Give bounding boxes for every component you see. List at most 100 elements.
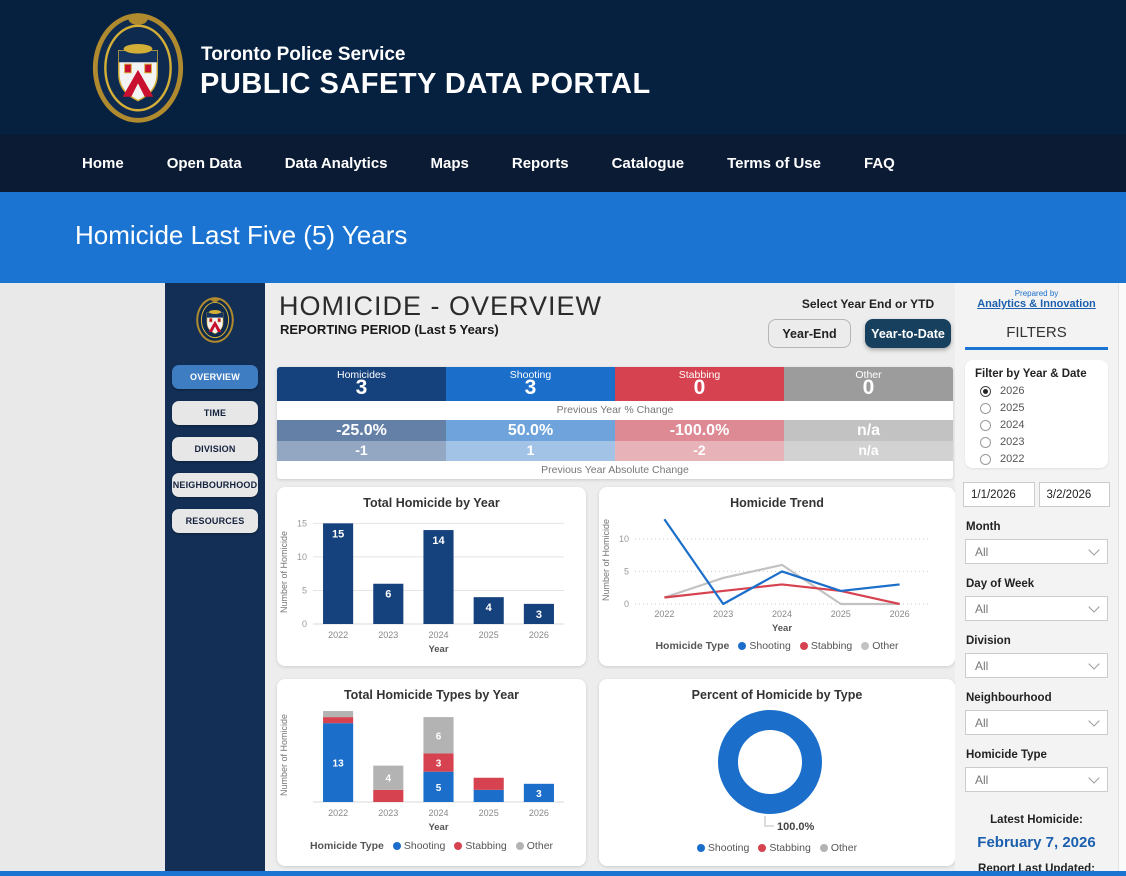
division-dropdown[interactable]: All [965,653,1108,678]
dropdown-value: All [975,601,989,616]
sidebar-item-overview[interactable]: OVERVIEW [172,365,258,389]
legend-label: Stabbing [810,640,853,652]
sidebar-item-time[interactable]: TIME [172,401,258,425]
nav-item-faq[interactable]: FAQ [864,155,895,172]
svg-text:15: 15 [332,528,344,540]
card-homicide-trend: Homicide Trend 0 5 10 2022 2023 2024 2025 2026 Y… [599,487,955,666]
svg-text:13: 13 [333,759,345,770]
svg-text:2025: 2025 [479,630,499,640]
kpi-card-stabbing[interactable]: Stabbing 0 [615,367,784,401]
date-range: 1/1/2026 3/2/2026 [963,482,1110,507]
kpi-block: Homicides 3 Shooting 3 Stabbing 0 Other 0 Pr… [277,367,953,479]
nav-item-data-analytics[interactable]: Data Analytics [284,155,388,172]
kpi-card-homicides[interactable]: Homicides 3 [277,367,446,401]
chart-title: Percent of Homicide by Type [691,688,863,702]
legend-item-other[interactable]: Other [861,640,899,652]
radio-year-2023[interactable]: 2023 [980,436,1108,448]
year-end-button[interactable]: Year-End [768,319,851,348]
chart-title: Total Homicide Types by Year [343,688,520,702]
nav-item-reports[interactable]: Reports [511,155,569,172]
portal-title: PUBLIC SAFETY DATA PORTAL [200,68,651,100]
svg-text:0: 0 [302,619,307,629]
date-from-input[interactable]: 1/1/2026 [963,482,1035,507]
day-of-week-dropdown[interactable]: All [965,596,1108,621]
nav-item-open-data[interactable]: Open Data [166,155,242,172]
report-subtitle: REPORTING PERIOD (Last 5 Years) [280,322,499,337]
kpi-label: Other [855,369,882,381]
nav-item-maps[interactable]: Maps [430,155,469,172]
kpi-card-shooting[interactable]: Shooting 3 [446,367,615,401]
svg-text:6: 6 [436,731,442,742]
svg-text:5: 5 [436,783,442,794]
report-sidebar: OVERVIEW TIME DIVISION NEIGHBOURHOOD RES… [165,283,265,871]
legend-item-shooting[interactable]: Shooting [392,840,445,852]
nav-item-home[interactable]: Home [82,155,124,172]
legend: Homicide Type Shooting Stabbing Other [277,840,586,852]
homicide-type-dropdown[interactable]: All [965,767,1108,792]
chevron-down-icon [1088,543,1100,556]
kpi-card-other[interactable]: Other 0 [784,367,953,401]
kpi-value: 3 [524,376,537,399]
shooting-dot-icon [696,844,705,852]
svg-text:10: 10 [619,534,629,544]
svg-text:2023: 2023 [378,808,398,818]
homicide-trend-chart[interactable]: 0 5 10 2022 2023 2024 2025 2026 Year Number of Ho… [599,510,943,634]
legend-label: Stabbing [465,840,507,852]
legend-item-shooting[interactable]: Shooting [738,640,791,652]
radio-icon [980,453,991,465]
sidebar-item-neighbourhood[interactable]: NEIGHBOURHOOD [172,473,258,497]
sidebar-item-division[interactable]: DIVISION [172,437,258,461]
kpi-label: Homicides [336,369,386,381]
legend-item-shooting[interactable]: Shooting [696,842,749,854]
radio-icon [980,402,991,414]
legend-item-stabbing[interactable]: Stabbing [454,840,507,852]
svg-text:2022: 2022 [654,609,674,619]
legend-label: Shooting [749,640,791,652]
neighbourhood-dropdown[interactable]: All [965,710,1108,735]
sidebar-item-resources[interactable]: RESOURCES [172,509,258,533]
chevron-down-icon [1088,771,1100,784]
kpi-abs-stabbing: -2 [615,441,784,461]
radio-icon [980,385,991,397]
page-scrollbar[interactable] [1118,283,1126,871]
year-to-date-button[interactable]: Year-to-Date [865,319,951,348]
svg-text:2023: 2023 [713,609,733,619]
total-homicide-by-year-chart[interactable]: 0 5 10 15 2022 15 2023 6 2024 14 2025 4 2026 3 Year Num… [277,510,574,656]
homicide-types-by-year-chart[interactable]: 2022 13 2023 4 2024 5 3 6 2025 2026 3 Year Number of… [277,702,574,834]
org-name: Toronto Police Service [201,44,406,65]
nav-item-terms-of-use[interactable]: Terms of Use [727,155,821,172]
legend-item-stabbing[interactable]: Stabbing [758,842,811,854]
kpi-abs-other: n/a [784,441,953,461]
kpi-abs-row: -1 1 -2 n/a [277,441,953,461]
analytics-innovation-link[interactable]: Analytics & Innovation [977,298,1096,310]
svg-text:4: 4 [386,774,392,785]
radio-icon [980,436,991,448]
month-dropdown[interactable]: All [965,539,1108,564]
svg-text:3: 3 [536,789,542,800]
kpi-top-row: Homicides 3 Shooting 3 Stabbing 0 Other 0 [277,367,953,401]
svg-text:5: 5 [302,585,307,595]
latest-homicide-value: February 7, 2026 [977,834,1096,851]
dropdown-value: All [975,544,989,559]
svg-text:4: 4 [486,602,493,614]
radio-year-2022[interactable]: 2022 [980,453,1108,465]
legend-item-other[interactable]: Other [819,842,857,854]
nav-item-catalogue[interactable]: Catalogue [611,155,685,172]
radio-year-2024[interactable]: 2024 [980,419,1108,431]
prepared-by-label: Prepared by [1014,289,1059,298]
chevron-down-icon [1088,657,1100,670]
site-header: Toronto Police Service PUBLIC SAFETY DAT… [0,0,1126,135]
svg-text:2024: 2024 [428,808,448,818]
filters-heading: FILTERS [1006,324,1067,341]
svg-text:5: 5 [624,566,629,576]
percent-by-type-donut-chart[interactable]: 100.0% [599,702,943,836]
legend-title: Homicide Type [655,640,730,652]
svg-text:10: 10 [297,552,307,562]
svg-text:2022: 2022 [328,630,348,640]
legend: Shooting Stabbing Other [599,842,955,854]
legend-item-other[interactable]: Other [515,840,553,852]
legend-item-stabbing[interactable]: Stabbing [799,640,853,652]
radio-year-2026[interactable]: 2026 [980,385,1108,397]
date-to-input[interactable]: 3/2/2026 [1038,482,1110,507]
radio-year-2025[interactable]: 2025 [980,402,1108,414]
